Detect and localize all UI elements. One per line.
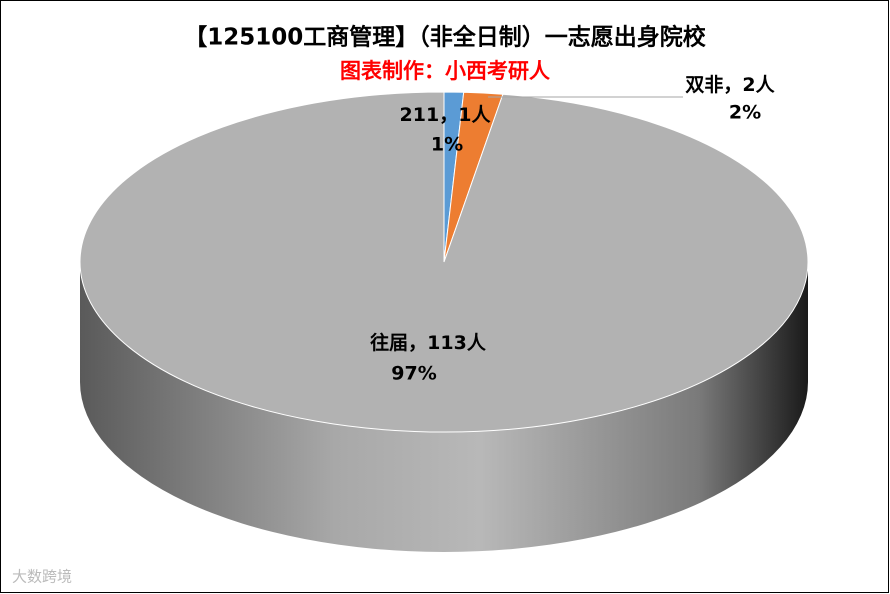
data-label: 双非，2人: [685, 74, 775, 96]
label-part: 往届: [370, 331, 408, 354]
label-part: 双非: [685, 74, 723, 96]
percent-label: 2%: [729, 102, 761, 124]
slice-side: [80, 262, 808, 552]
label-part: 1人: [458, 104, 491, 126]
label-part: ，: [408, 332, 427, 354]
slice: [79, 91, 809, 433]
pie: [79, 91, 809, 552]
chart-title: 【125100工商管理】（非全日制）一志愿出身院校: [184, 24, 707, 51]
label-part: 211: [400, 104, 440, 126]
label-part: 113人: [427, 332, 487, 354]
data-label: 211，1人: [400, 104, 492, 126]
label-part: 2人: [742, 74, 775, 96]
label-part: ，: [723, 74, 742, 96]
percent-label: 1%: [431, 134, 463, 156]
percent-label: 97%: [391, 363, 436, 385]
data-label: 往届，113人: [370, 331, 487, 354]
label-part: ，: [439, 104, 458, 126]
watermark: 大数跨境: [12, 568, 72, 586]
chart-subtitle: 图表制作：小西考研人: [340, 59, 550, 83]
